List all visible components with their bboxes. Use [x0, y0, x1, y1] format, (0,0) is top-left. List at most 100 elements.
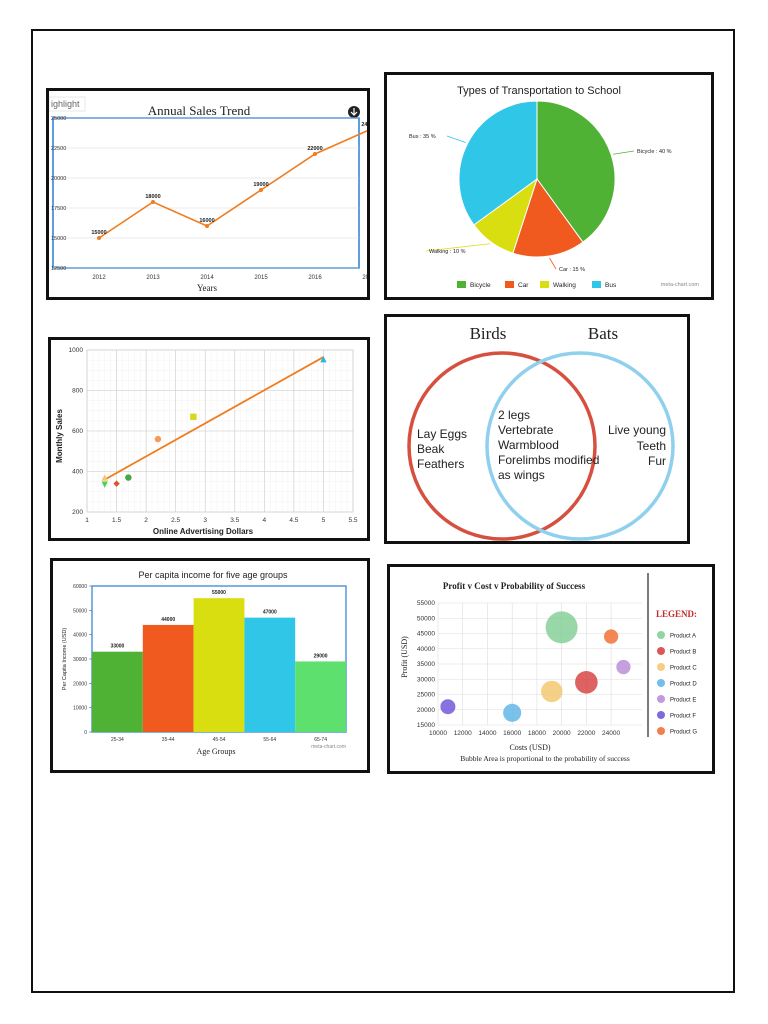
y-tick-label: 0: [84, 730, 87, 736]
legend-marker: [657, 663, 665, 671]
bar: [244, 617, 296, 732]
birds-item: Lay Eggs: [417, 427, 467, 441]
x-axis-label: Online Advertising Dollars: [153, 527, 254, 536]
bar: [295, 661, 346, 732]
x-tick-label: 3: [203, 517, 207, 524]
highlight-tab-label[interactable]: ighlight: [51, 99, 80, 109]
x-tick-label: 12000: [454, 730, 472, 737]
slice-label: Bus : 35 %: [409, 134, 436, 140]
chart-title: Profit v Cost v Probability of Success: [443, 581, 586, 591]
x-axis-label: Years: [197, 283, 218, 293]
x-tick-label: 4.5: [289, 517, 298, 524]
birds-bats-venn-diagram: Birds Bats Lay Eggs Beak Feathers 2 legs…: [407, 324, 675, 541]
data-point: [125, 474, 132, 481]
legend-label: Product F: [670, 714, 696, 720]
legend-label: Walking: [553, 282, 576, 289]
x-tick-label: 1.5: [112, 517, 121, 524]
legend-label: Product A: [670, 634, 696, 640]
x-axis-label: Age Groups: [197, 747, 236, 756]
legend-label: Bicycle: [470, 282, 491, 289]
watermark: meta-chart.com: [311, 744, 346, 750]
pie-slice: [512, 177, 584, 258]
data-label: 29000: [314, 653, 328, 659]
y-tick-label: 20000: [417, 707, 435, 714]
legend-label: Bus: [605, 282, 617, 289]
plot-area: [52, 117, 360, 269]
data-label: 47000: [263, 610, 277, 616]
x-tick-label: 4: [263, 517, 267, 524]
shared-item: Warmblood: [498, 438, 559, 452]
shared-item: 2 legs: [498, 408, 530, 422]
bats-item: Live young: [608, 423, 666, 437]
x-tick-label: 35-44: [162, 737, 175, 743]
download-icon[interactable]: [348, 106, 360, 118]
bats-item: Teeth: [637, 439, 666, 453]
x-tick-label: 5.5: [348, 517, 357, 524]
data-point: [313, 152, 317, 156]
x-tick-label: 2016: [308, 275, 322, 281]
x-tick-label: 24000: [602, 730, 620, 737]
x-tick-label: 65-74: [314, 737, 327, 743]
data-point: [190, 413, 197, 421]
y-axis-label: Profit (USD): [400, 636, 409, 678]
y-tick-label: 45000: [417, 631, 435, 638]
legend-marker: [657, 647, 665, 655]
income-bar-panel: Per capita income for five age groups 0 1…: [50, 558, 370, 773]
chart-subtitle: Bubble Area is proportional to the proba…: [460, 754, 630, 763]
legend-title: LEGEND:: [656, 609, 697, 619]
legend-label: Product D: [670, 682, 697, 688]
y-tick-label: 50000: [73, 608, 87, 614]
data-label: 15000: [91, 230, 106, 236]
y-tick-label: 20000: [73, 681, 87, 687]
bubble: [545, 611, 578, 644]
y-tick-label: 600: [72, 428, 83, 435]
bar: [92, 651, 143, 732]
x-tick-label: 2: [144, 517, 148, 524]
y-tick-label: 15000: [417, 722, 435, 729]
y-tick-label: 15000: [51, 236, 66, 242]
y-tick-label: 50000: [417, 615, 435, 622]
birds-item: Feathers: [417, 457, 464, 471]
y-tick-label: 25000: [51, 116, 66, 122]
x-tick-label: 22000: [577, 730, 595, 737]
data-label: 18000: [145, 194, 160, 200]
x-tick-label: 10000: [429, 730, 447, 737]
legend-swatch: [540, 281, 549, 288]
x-tick-label: 14000: [478, 730, 496, 737]
data-point: [320, 355, 327, 363]
x-tick-label: 45-54: [213, 737, 226, 743]
birds-item: Beak: [417, 442, 445, 456]
bubble: [603, 629, 619, 644]
pie-slice: [458, 100, 538, 226]
data-point: [151, 200, 155, 204]
sales-line: [98, 130, 367, 239]
y-tick-label: 35000: [417, 661, 435, 668]
bar: [193, 598, 245, 732]
slice-label: Car : 15 %: [559, 267, 585, 273]
x-tick-label: 2013: [146, 275, 160, 281]
bubble: [503, 703, 522, 722]
y-tick-label: 30000: [417, 676, 435, 683]
data-point: [205, 224, 209, 228]
data-label: 24000: [361, 122, 367, 128]
x-tick-label: 3.5: [230, 517, 239, 524]
chart-title: Types of Transportation to School: [457, 85, 621, 97]
x-tick-label: 2014: [200, 275, 214, 281]
y-tick-label: 17500: [51, 206, 66, 212]
legend-label: Product B: [670, 650, 696, 656]
legend-marker: [657, 695, 665, 703]
data-label: 33000: [110, 644, 124, 650]
highlight-tab[interactable]: [49, 96, 86, 112]
legend-marker: [657, 727, 665, 735]
y-tick-label: 22500: [51, 146, 66, 152]
advertising-scatter-panel: 200 400 600 800 1000 1 1.5 2 2.5 3 3.5 4 4.5 5 5.5 On…: [48, 337, 370, 541]
legend-swatch: [457, 281, 466, 288]
y-tick-label: 200: [72, 509, 83, 516]
bar: [142, 624, 194, 732]
set-title-birds: Birds: [470, 324, 507, 343]
x-tick-label: 2015: [254, 275, 268, 281]
legend-label: Product G: [670, 730, 697, 736]
legend-marker: [657, 631, 665, 639]
bats-circle: [485, 351, 675, 541]
y-tick-label: 40000: [73, 633, 87, 639]
